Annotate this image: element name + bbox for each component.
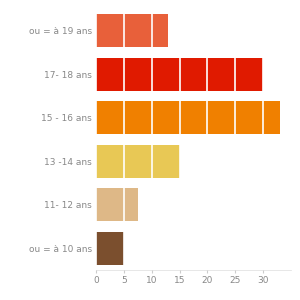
Bar xyxy=(96,58,263,91)
Bar xyxy=(96,14,168,47)
Bar xyxy=(96,101,280,134)
Bar xyxy=(96,188,138,221)
Bar xyxy=(96,232,124,265)
Bar xyxy=(96,145,180,178)
